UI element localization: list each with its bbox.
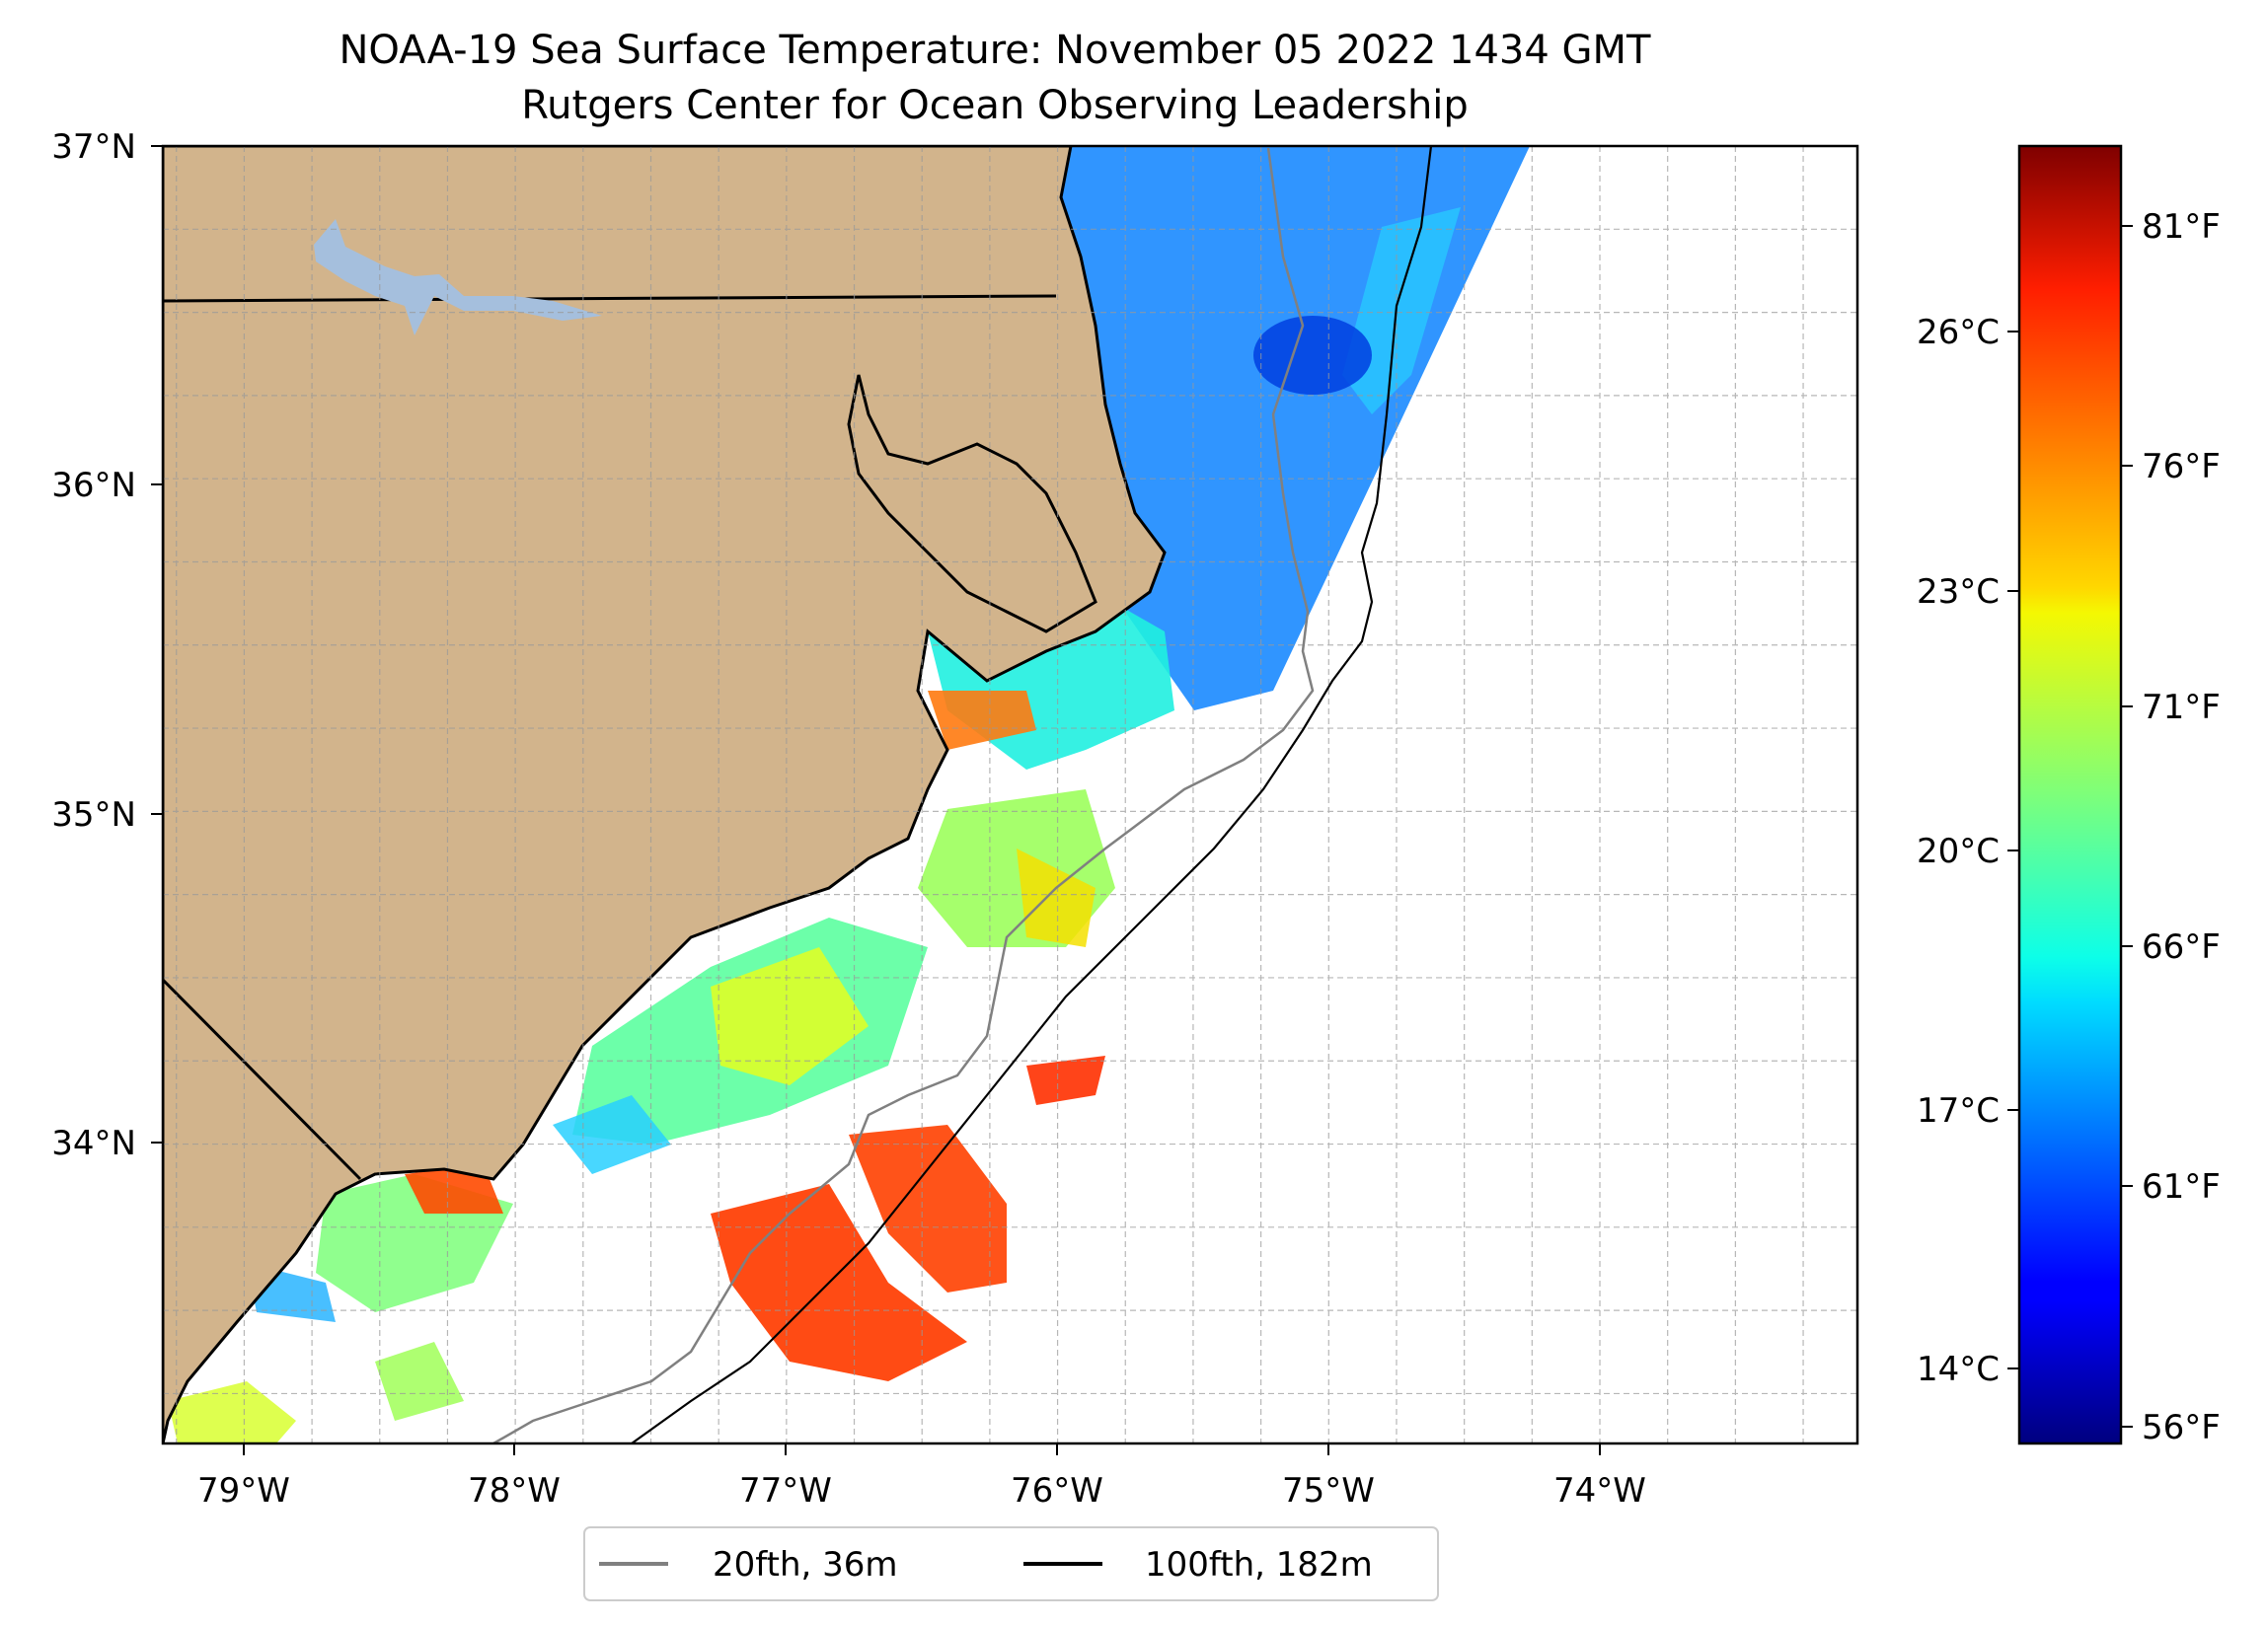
cbar-c-label: 23°C — [1917, 572, 2000, 612]
sst-gulfstream-3 — [1026, 1056, 1105, 1105]
cbar-f-label: 76°F — [2142, 447, 2221, 486]
sst-gulfstream-2 — [849, 1125, 1007, 1293]
legend-label-20fth: 20fth, 36m — [713, 1545, 898, 1585]
legend-box — [583, 1526, 1439, 1601]
lat-tick-label: 35°N — [51, 795, 136, 835]
cbar-c-label: 20°C — [1917, 832, 2000, 871]
sst-cold-core — [1253, 316, 1372, 395]
lon-tick-label: 76°W — [1011, 1471, 1103, 1511]
map-subtitle: Rutgers Center for Ocean Observing Leade… — [521, 83, 1469, 128]
lat-axis: 37°N 36°N 35°N 34°N — [51, 127, 163, 1163]
lat-tick-label: 36°N — [51, 466, 136, 505]
lon-tick-label: 77°W — [739, 1471, 832, 1511]
sst-swath-north-light — [1342, 207, 1461, 414]
lon-tick-label: 75°W — [1282, 1471, 1375, 1511]
lon-tick-label: 74°W — [1553, 1471, 1646, 1511]
gridlines — [163, 146, 1857, 1443]
cbar-c-label: 26°C — [1917, 313, 2000, 352]
state-border-va-nc — [163, 294, 1057, 303]
map-title: NOAA-19 Sea Surface Temperature: Novembe… — [340, 28, 1652, 73]
lat-tick-label: 37°N — [51, 127, 136, 167]
map-frame — [161, 144, 1859, 1445]
colorbar: 14°C 17°C 20°C 23°C 26°C 56°F 61°F 66°F … — [1917, 144, 2221, 1447]
sst-shelf-yellow — [1017, 849, 1096, 947]
state-border-nc-sc — [163, 978, 362, 1181]
colorbar-gradient — [2017, 144, 2123, 1445]
cbar-f-label: 71°F — [2142, 688, 2221, 727]
cbar-c-label: 14°C — [1917, 1350, 2000, 1389]
sst-coast-cyan — [553, 1095, 671, 1174]
lat-tick-label: 34°N — [51, 1124, 136, 1163]
legend: 20fth, 36m 100fth, 182m — [583, 1526, 1439, 1601]
cbar-f-label: 56°F — [2142, 1408, 2221, 1447]
sst-gulfstream-1 — [711, 1184, 967, 1381]
lon-tick-label: 79°W — [197, 1471, 290, 1511]
sst-bottom-green — [375, 1342, 464, 1421]
isobath-20fth — [492, 147, 1315, 1443]
sst-coast-yellow — [711, 947, 869, 1085]
land-peninsula — [847, 374, 1097, 633]
map-panel — [163, 146, 1857, 1443]
lon-tick-label: 78°W — [468, 1471, 561, 1511]
cbar-f-label: 81°F — [2142, 207, 2221, 247]
sst-bottom-yellow — [168, 1381, 296, 1443]
legend-label-100fth: 100fth, 182m — [1145, 1545, 1373, 1585]
lon-axis: 79°W 78°W 77°W 76°W 75°W 74°W — [197, 1443, 1646, 1511]
cbar-c-label: 17°C — [1917, 1091, 2000, 1131]
isobath-100fth — [631, 146, 1433, 1443]
lake-kerr — [314, 219, 602, 335]
sst-sound-warm — [928, 691, 1036, 750]
cbar-f-label: 66°F — [2142, 927, 2221, 967]
cbar-f-label: 61°F — [2142, 1167, 2221, 1207]
